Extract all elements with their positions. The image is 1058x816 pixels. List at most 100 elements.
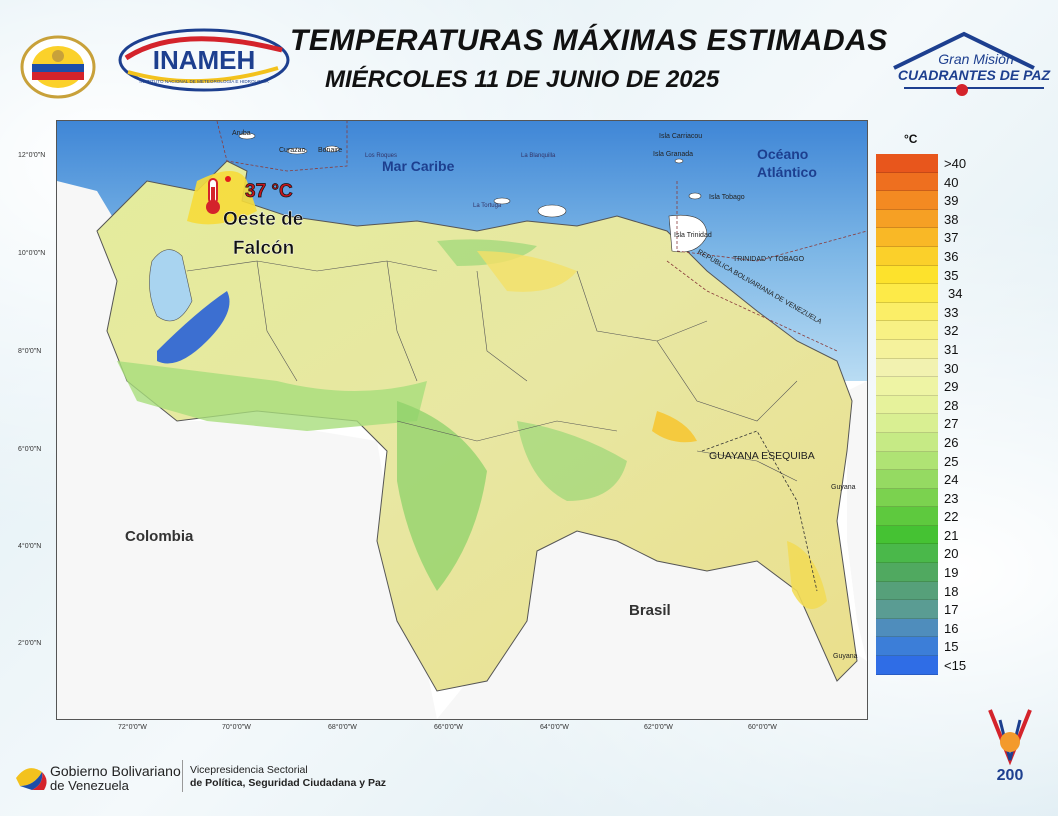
legend-label: <15 bbox=[944, 658, 967, 674]
highlight-temperature: 37 °C bbox=[245, 181, 293, 202]
legend-swatch bbox=[876, 544, 938, 564]
footer-separator bbox=[182, 760, 183, 792]
legend-label: 39 bbox=[944, 193, 959, 209]
label-mar-caribe: Mar Caribe bbox=[382, 158, 455, 174]
legend-swatch bbox=[876, 656, 938, 675]
bolivar-warm-zone bbox=[652, 411, 697, 443]
legend-row: 28 bbox=[876, 395, 986, 415]
legend-swatch bbox=[876, 265, 938, 285]
legend-row: 39 bbox=[876, 191, 986, 210]
legend-row: 34 bbox=[876, 284, 986, 303]
legend-row: 18 bbox=[876, 581, 986, 601]
legend-label: 20 bbox=[944, 546, 959, 562]
legend-row: 32 bbox=[876, 321, 986, 340]
lon-label-62w: 62°0'0"W bbox=[644, 724, 673, 731]
legend-label: 26 bbox=[944, 434, 959, 450]
lat-label-12n: 12°0'0"N bbox=[18, 152, 46, 159]
legend-swatch bbox=[876, 191, 938, 210]
colombia-south-land bbox=[57, 421, 437, 719]
legend-label: 37 bbox=[944, 230, 959, 246]
vice-line2: de Política, Seguridad Ciudadana y Paz bbox=[190, 777, 387, 789]
legend-row: 24 bbox=[876, 470, 986, 489]
temperature-map-canvas: Mar Caribe Océano Atlántico Colombia Bra… bbox=[57, 121, 867, 719]
logo-200-text: 200 bbox=[997, 767, 1024, 784]
label-colombia: Colombia bbox=[125, 528, 194, 545]
lat-label-2n: 2°0'0"N bbox=[18, 640, 42, 647]
gob-line1: Gobierno Bolivariano bbox=[50, 763, 181, 779]
bicentenario-logo: 200 bbox=[988, 709, 1032, 784]
amazonas-green-zone bbox=[397, 401, 487, 591]
legend-swatch bbox=[876, 488, 938, 508]
lon-label-72w: 72°0'0"W bbox=[118, 724, 147, 731]
label-oceano: Océano bbox=[757, 146, 808, 162]
page-title: TEMPERATURAS MÁXIMAS ESTIMADAS bbox=[290, 24, 888, 57]
legend-swatch bbox=[876, 637, 938, 657]
andes-cold-zone bbox=[157, 291, 230, 364]
legend-swatch bbox=[876, 377, 938, 396]
esequibo-warm-zone bbox=[787, 541, 827, 609]
legend-row: 26 bbox=[876, 432, 986, 452]
legend-label: 40 bbox=[944, 174, 959, 190]
llanos-green-zone bbox=[117, 361, 427, 431]
cuadrantes-logo-line1: Gran Misión bbox=[938, 51, 1014, 67]
label-tobago: Isla Tobago bbox=[709, 194, 745, 201]
legend-row: 37 bbox=[876, 228, 986, 247]
legend-label: 34 bbox=[948, 286, 963, 302]
anzoategui-warm-zone bbox=[477, 251, 577, 292]
label-la-blanquilla: La Blanquilla bbox=[521, 153, 556, 159]
legend-label: 15 bbox=[944, 639, 959, 655]
legend-label: 33 bbox=[944, 304, 959, 320]
maritime-borders bbox=[216, 121, 867, 352]
legend-swatch bbox=[876, 358, 938, 378]
vicepresidencia-text: Vicepresidencia Sectorial de Política, S… bbox=[190, 764, 386, 790]
legend-row: 15 bbox=[876, 637, 986, 657]
label-guyana-2: Guyana bbox=[833, 653, 858, 660]
legend-row: 29 bbox=[876, 377, 986, 396]
legend-row: >40 bbox=[876, 154, 986, 173]
lat-label-4n: 4°0'0"N bbox=[18, 543, 42, 550]
legend-label: 22 bbox=[944, 509, 959, 525]
legend-swatch bbox=[876, 395, 938, 415]
lake-maracaibo bbox=[149, 249, 193, 322]
legend-swatch bbox=[876, 451, 938, 471]
esequiba-border bbox=[701, 430, 818, 592]
legend-swatch bbox=[876, 172, 938, 192]
legend-row: 31 bbox=[876, 339, 986, 359]
legend-label: 29 bbox=[944, 379, 959, 395]
legend-label: 30 bbox=[944, 360, 959, 376]
label-bonaire: Bonaire bbox=[318, 147, 342, 154]
legend-row: 20 bbox=[876, 544, 986, 564]
lon-label-66w: 66°0'0"W bbox=[434, 724, 463, 731]
legend-row: 23 bbox=[876, 488, 986, 508]
inameh-logo-text: INAMEH bbox=[153, 45, 256, 75]
legend-swatch bbox=[876, 246, 938, 266]
legend-label: 24 bbox=[944, 472, 959, 488]
gobierno-bolivariano-logo: Gobierno Bolivariano de Venezuela bbox=[16, 763, 181, 793]
legend-label: 21 bbox=[944, 527, 959, 543]
legend-swatch bbox=[876, 581, 938, 601]
lat-label-8n: 8°0'0"N bbox=[18, 348, 42, 355]
temperature-legend: >40 40 39 38 37 36 35 34 33 32 31 30 29 28 27 26 25 24 23 2… bbox=[876, 154, 986, 675]
legend-row: 25 bbox=[876, 451, 986, 471]
label-aruba: Aruba bbox=[232, 130, 251, 137]
legend-swatch bbox=[876, 525, 938, 545]
lat-label-10n: 10°0'0"N bbox=[18, 250, 46, 257]
legend-label: 32 bbox=[944, 323, 959, 339]
lon-label-60w: 60°0'0"W bbox=[748, 724, 777, 731]
legend-swatch bbox=[876, 209, 938, 229]
guyana-land bbox=[847, 381, 867, 661]
inameh-logo: INAMEH INSTITUTO NACIONAL DE METEOROLOGÍ… bbox=[118, 28, 290, 92]
legend-label: 23 bbox=[944, 490, 959, 506]
legend-row: 19 bbox=[876, 563, 986, 582]
label-trinidad-tobago: TRINIDAD Y TOBAGO bbox=[733, 256, 805, 263]
legend-label: >40 bbox=[944, 156, 967, 171]
gob-line2: de Venezuela bbox=[50, 778, 130, 793]
state-borders bbox=[186, 260, 798, 482]
legend-row: 16 bbox=[876, 618, 986, 638]
legend-swatch bbox=[876, 470, 938, 489]
venezuela-land bbox=[96, 160, 858, 692]
label-atlantico: Atlántico bbox=[757, 164, 817, 180]
label-carriacou: Isla Carriacou bbox=[659, 133, 702, 140]
label-la-tortuga: La Tortuga bbox=[473, 203, 502, 209]
legend-swatch bbox=[876, 339, 938, 359]
